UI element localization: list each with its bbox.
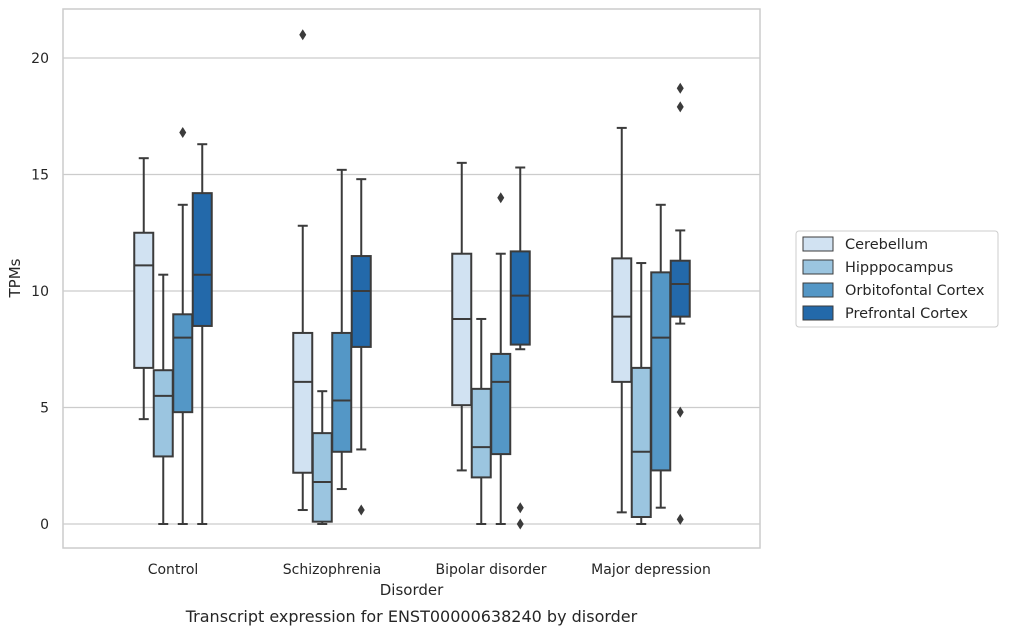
x-tick-label: Bipolar disorder — [435, 562, 546, 578]
box-body — [630, 366, 652, 519]
box-cerebellum — [133, 157, 155, 421]
box-body — [152, 369, 174, 458]
y-tick-label: 20 — [31, 51, 49, 67]
box-body — [331, 331, 353, 453]
box-body — [191, 192, 213, 327]
legend-items: Cerebellum Hipppocampus Orbitofontal Corte… — [802, 236, 985, 322]
box-hipppocampus — [311, 390, 333, 525]
legend-swatch — [802, 259, 834, 275]
x-tick-label: Major depression — [591, 562, 711, 578]
legend-swatch — [802, 236, 834, 252]
box-prefrontal-cortex — [350, 178, 372, 516]
box-hipppocampus — [630, 262, 652, 525]
outlier-point — [357, 504, 365, 516]
legend-label: Orbitofontal Cortex — [845, 283, 985, 299]
box-orbitofontal-cortex — [331, 168, 353, 491]
y-tick-label: 15 — [31, 168, 49, 184]
box-orbitofontal-cortex — [490, 192, 512, 525]
box-prefrontal-cortex — [191, 143, 213, 525]
box-prefrontal-cortex — [669, 82, 691, 525]
legend-label: Hipppocampus — [845, 260, 953, 276]
box-cerebellum — [611, 126, 633, 514]
box-body — [172, 313, 194, 414]
legend-swatch — [802, 305, 834, 321]
box-body — [451, 252, 473, 407]
plot-area-frame — [62, 8, 761, 549]
boxes — [133, 29, 691, 530]
outlier-point — [516, 502, 524, 514]
box-body — [509, 250, 531, 346]
outlier-point — [676, 513, 684, 525]
box-body — [311, 432, 333, 523]
box-body — [350, 255, 372, 348]
x-tick-labels: Control Schizophrenia Bipolar disorder Majo… — [148, 562, 711, 578]
x-axis-title: Disorder — [380, 581, 444, 599]
box-orbitofontal-cortex — [650, 203, 672, 509]
box-cerebellum — [451, 161, 473, 472]
box-hipppocampus — [470, 317, 492, 525]
legend-label: Cerebellum — [845, 237, 928, 253]
box-body — [470, 387, 492, 479]
x-tick-label: Schizophrenia — [283, 562, 381, 578]
outlier-point — [676, 406, 684, 418]
box-body — [490, 352, 512, 456]
box-cerebellum — [292, 29, 314, 512]
legend: Cerebellum Hipppocampus Orbitofontal Corte… — [795, 230, 999, 328]
box-hipppocampus — [152, 273, 174, 525]
box-body — [133, 231, 155, 369]
y-axis-title: TPMs — [6, 258, 24, 298]
y-tick-label: 0 — [40, 517, 49, 533]
y-tick-label: 5 — [40, 401, 49, 417]
outlier-point — [676, 101, 684, 113]
y-tick-labels: 0 5 10 15 20 — [31, 51, 49, 533]
outlier-point — [676, 82, 684, 94]
box-body — [292, 331, 314, 474]
box-prefrontal-cortex — [509, 166, 531, 530]
box-body — [650, 271, 672, 472]
outlier-point — [516, 518, 524, 530]
outlier-point — [497, 192, 505, 204]
legend-label: Prefrontal Cortex — [845, 306, 968, 322]
outlier-point — [299, 29, 307, 41]
box-body — [611, 257, 633, 383]
y-tick-label: 10 — [31, 284, 49, 300]
chart-caption: Transcript expression for ENST0000063824… — [185, 607, 638, 626]
box-body — [669, 259, 691, 318]
x-tick-label: Control — [148, 562, 199, 578]
legend-swatch — [802, 282, 834, 298]
box-orbitofontal-cortex — [172, 127, 194, 525]
outlier-point — [179, 127, 187, 139]
legend-frame — [795, 230, 999, 328]
